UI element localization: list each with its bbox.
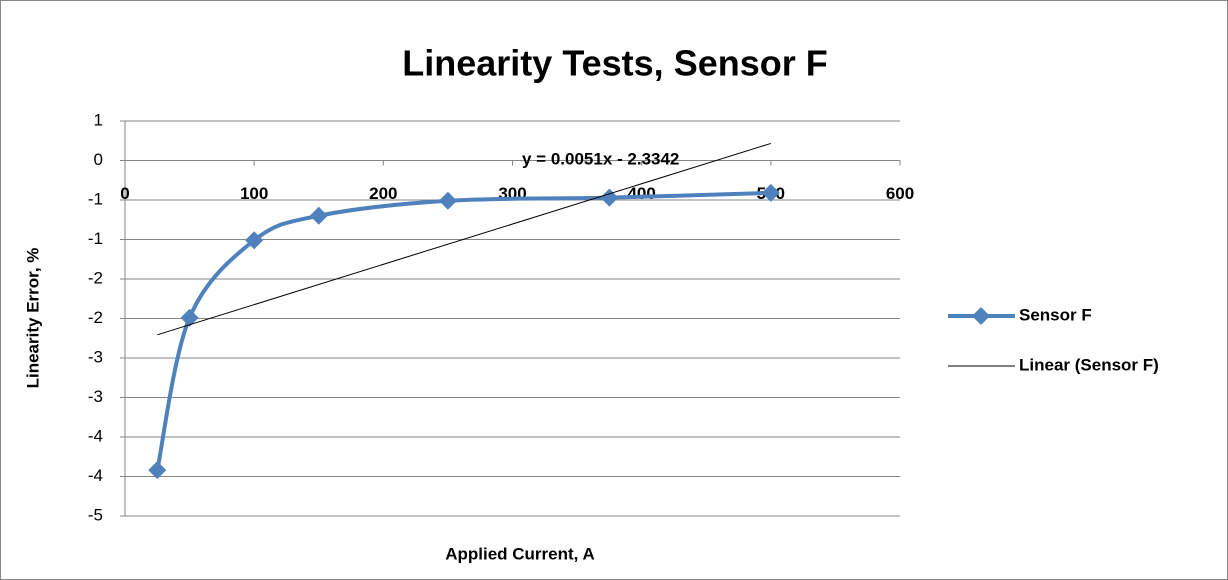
- legend-marker: [972, 307, 990, 325]
- x-tick-label: 200: [369, 184, 397, 203]
- y-tick-label: -2: [88, 268, 103, 287]
- y-tick-label: -3: [88, 387, 103, 406]
- marker: [245, 231, 264, 250]
- marker: [180, 308, 199, 327]
- y-tick-label: -1: [88, 229, 103, 248]
- y-tick-label: -1: [88, 189, 103, 208]
- y-axis-label: Linearity Error, %: [23, 248, 42, 389]
- marker: [761, 183, 780, 202]
- marker: [438, 191, 457, 210]
- legend-label: Linear (Sensor F): [1019, 355, 1159, 374]
- trendline: [157, 142, 771, 336]
- y-tick-label: -4: [88, 466, 103, 485]
- x-tick-label: 0: [120, 184, 129, 203]
- x-axis-label: Applied Current, A: [445, 544, 595, 563]
- y-tick-label: -5: [88, 505, 103, 524]
- legend-label: Sensor F: [1019, 305, 1092, 324]
- x-tick-label: 600: [886, 184, 914, 203]
- y-tick-label: -4: [88, 426, 103, 445]
- x-tick-label: 100: [240, 184, 268, 203]
- y-tick-label: -2: [88, 308, 103, 327]
- chart-title: Linearity Tests, Sensor F: [402, 43, 827, 84]
- marker: [600, 188, 619, 207]
- y-tick-label: 1: [94, 110, 103, 129]
- y-tick-label: 0: [94, 150, 103, 169]
- y-tick-label: -3: [88, 347, 103, 366]
- marker: [309, 206, 328, 225]
- marker: [148, 461, 167, 480]
- trendline-equation: y = 0.0051x - 2.3342: [522, 149, 679, 168]
